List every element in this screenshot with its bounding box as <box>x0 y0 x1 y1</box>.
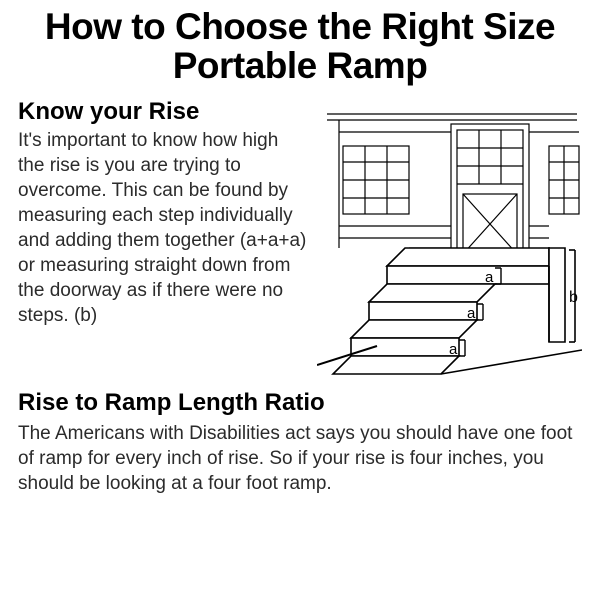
svg-text:a: a <box>449 341 458 358</box>
section-know-your-rise: Know your Rise It's important to know ho… <box>18 98 582 383</box>
title-line-2: Portable Ramp <box>173 45 428 86</box>
heading-rise-ratio: Rise to Ramp Length Ratio <box>18 389 582 417</box>
porch-steps-diagram: a a a b <box>317 98 582 383</box>
section-rise-ratio: Rise to Ramp Length Ratio The Americans … <box>18 389 582 496</box>
svg-text:a: a <box>485 269 494 286</box>
page-title: How to Choose the Right Size Portable Ra… <box>18 8 582 86</box>
heading-know-your-rise: Know your Rise <box>18 98 309 126</box>
body-rise-ratio: The Americans with Disabilities act says… <box>18 421 582 496</box>
title-line-1: How to Choose the Right Size <box>45 6 555 47</box>
svg-text:a: a <box>467 305 476 322</box>
svg-text:b: b <box>569 289 578 306</box>
body-know-your-rise: It's important to know how high the rise… <box>18 128 309 329</box>
